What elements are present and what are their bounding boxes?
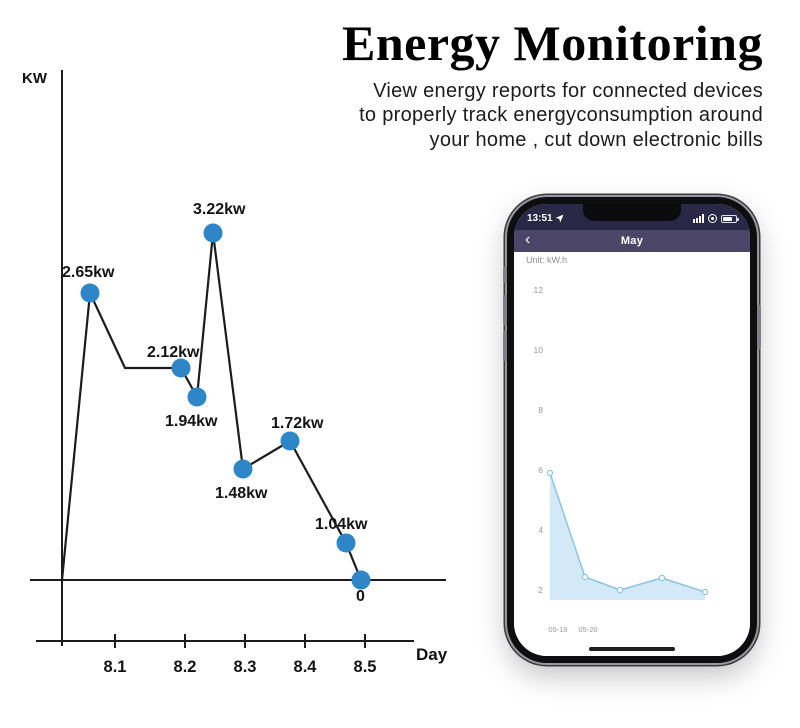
- back-button[interactable]: ‹: [525, 231, 531, 248]
- app-chart-svg: 12 10 8 6 4 2 05-19 05-20: [534, 285, 709, 634]
- svg-text:4: 4: [538, 525, 543, 535]
- subtitle-line: to properly track energyconsumption arou…: [359, 104, 763, 127]
- page-title: Energy Monitoring: [342, 15, 763, 71]
- subtitle: View energy reports for connected device…: [180, 79, 763, 152]
- status-left: 13:51: [527, 213, 564, 224]
- svg-text:8.4: 8.4: [294, 658, 318, 676]
- volume-up-button: [503, 295, 507, 325]
- svg-text:8: 8: [538, 405, 543, 415]
- svg-text:8.1: 8.1: [104, 658, 127, 676]
- app-header-title: May: [620, 235, 644, 247]
- power-button: [757, 305, 761, 349]
- app-header: ‹ May: [514, 230, 750, 252]
- energy-line-chart: KW 8.1 8.2 8.3 8.4 8.5 2.65kw 2.12kw 1.94kw 3.22…: [22, 70, 448, 676]
- battery-icon: [721, 214, 739, 223]
- svg-text:1.94kw: 1.94kw: [165, 413, 218, 430]
- svg-text:2: 2: [538, 585, 543, 595]
- clock: 13:51: [527, 213, 553, 224]
- svg-text:05-20: 05-20: [578, 625, 597, 634]
- phone-mockup: 13:51 ‹ May Unit: kW.h 12 10 8 6 4 2 05-19 05-2…: [503, 197, 761, 663]
- svg-text:6: 6: [538, 465, 543, 475]
- network-icon: [708, 214, 717, 223]
- app-chart-panel: Unit: kW.h 12 10 8 6 4 2 05-19 05-20: [514, 252, 750, 656]
- svg-text:8.3: 8.3: [234, 658, 257, 676]
- phone-screen: 13:51 ‹ May Unit: kW.h 12 10 8 6 4 2 05-19 05-2…: [514, 204, 750, 656]
- svg-text:8.2: 8.2: [174, 658, 197, 676]
- svg-text:1.72kw: 1.72kw: [271, 415, 324, 432]
- svg-text:8.5: 8.5: [354, 658, 377, 676]
- svg-text:12: 12: [534, 285, 544, 295]
- subtitle-line: your home , cut down electronic bills: [429, 128, 763, 151]
- svg-text:1.48kw: 1.48kw: [215, 485, 268, 502]
- svg-text:0: 0: [356, 588, 365, 605]
- svg-text:10: 10: [534, 345, 544, 355]
- signal-icon: [693, 214, 704, 223]
- energy-chart-svg: 8.1 8.2 8.3 8.4 8.5 2.65kw 2.12kw 1.94kw 3.22kw 1…: [30, 70, 446, 676]
- volume-down-button: [503, 331, 507, 361]
- x-axis-label: Day: [416, 645, 448, 664]
- subtitle-line: View energy reports for connected device…: [373, 80, 763, 102]
- svg-text:1.04kw: 1.04kw: [315, 516, 368, 533]
- phone-notch: [583, 204, 681, 221]
- svg-text:2.65kw: 2.65kw: [62, 264, 115, 281]
- svg-text:3.22kw: 3.22kw: [193, 201, 246, 218]
- home-indicator: [589, 647, 675, 651]
- svg-text:05-19: 05-19: [548, 625, 567, 634]
- unit-label: Unit: kW.h: [526, 255, 568, 265]
- location-arrow-icon: [555, 214, 564, 223]
- mute-switch: [503, 267, 507, 283]
- header: Energy Monitoring View energy reports fo…: [180, 16, 763, 152]
- svg-text:2.12kw: 2.12kw: [147, 344, 200, 361]
- y-axis-label: KW: [22, 70, 47, 87]
- status-right: [693, 214, 739, 223]
